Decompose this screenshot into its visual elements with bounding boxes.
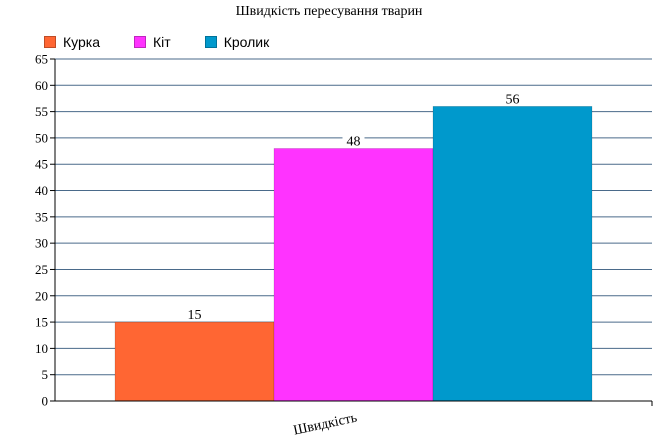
data-label-bg [342,133,365,148]
bar [432,106,593,402]
y-tick-label: 50 [35,130,48,145]
y-tick-label: 20 [35,288,48,303]
legend-label: Кролик [223,34,270,50]
data-label: 56 [506,92,520,107]
bar [273,148,434,402]
data-label: 15 [188,308,202,323]
chart-legend: Курка Кіт Кролик [44,34,303,50]
y-tick-label: 55 [35,104,48,119]
y-tick-label: 25 [35,262,48,277]
legend-swatch [44,36,56,48]
y-tick-label: 45 [35,157,48,172]
legend-item: Кіт [134,34,171,50]
y-tick-label: 35 [35,209,48,224]
data-label-bg [183,307,206,322]
bar [114,321,275,402]
legend-item: Кролик [204,34,270,50]
y-tick-label: 40 [35,183,48,198]
legend-item: Курка [44,34,100,50]
y-tick-label: 5 [42,367,49,382]
y-tick-label: 15 [35,315,48,330]
x-tick-label: Швидкість [292,411,358,439]
y-tick-label: 0 [42,394,49,409]
data-label: 48 [347,134,361,149]
legend-label: Кіт [153,34,171,50]
y-tick-label: 10 [35,341,48,356]
chart-title: Швидкість пересування тварин [235,4,423,19]
y-tick-label: 60 [35,78,48,93]
y-tick-label: 30 [35,236,48,251]
legend-swatch [134,36,147,48]
y-tick-label: 65 [35,52,48,67]
legend-label: Курка [63,34,101,50]
data-label-bg [501,91,524,106]
legend-swatch [204,36,217,48]
